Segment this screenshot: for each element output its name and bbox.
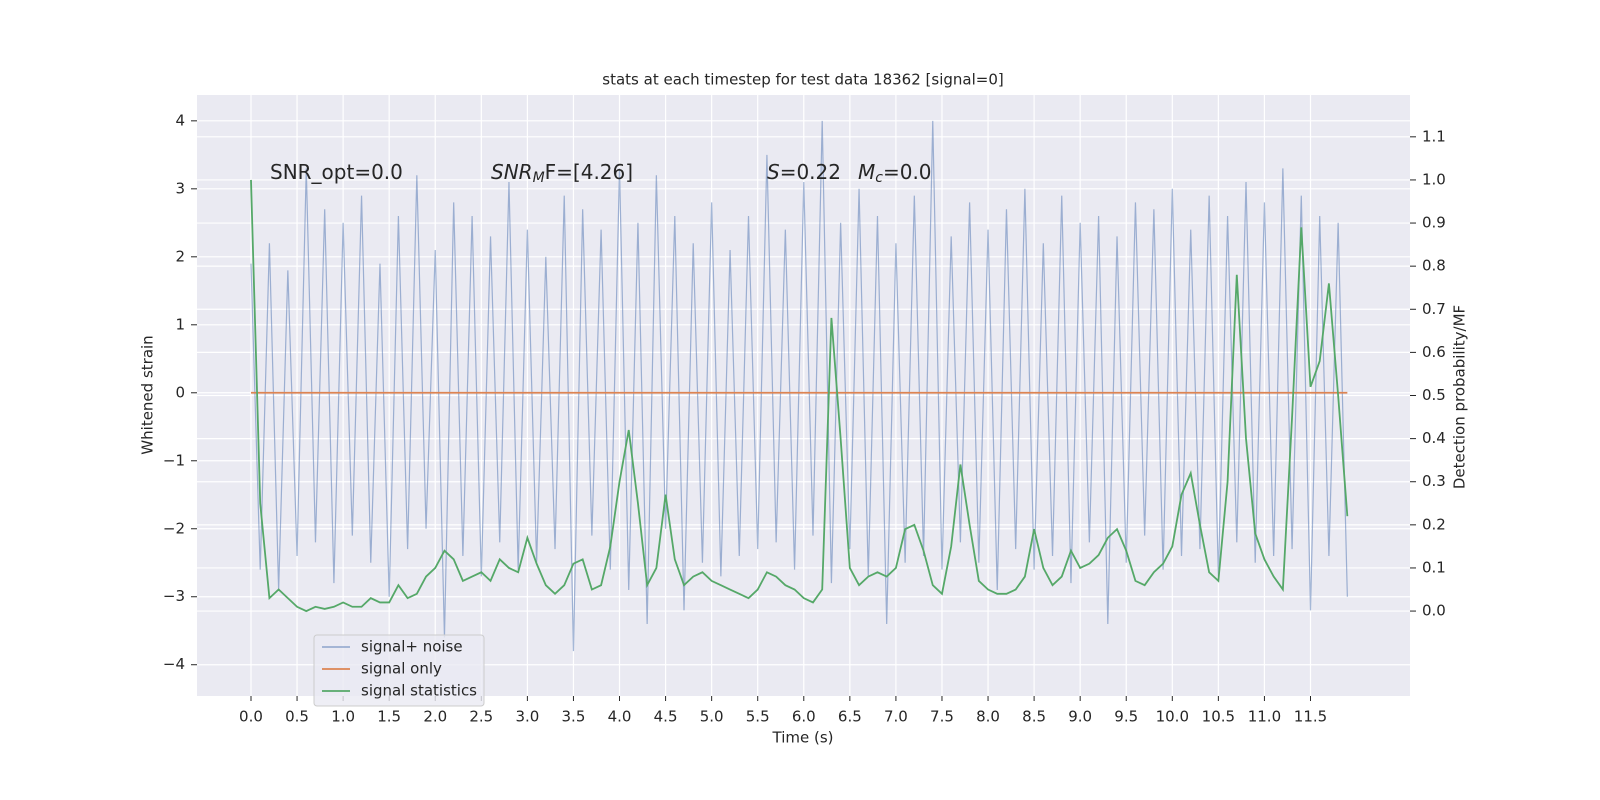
x-tick-label: 4.5 (654, 708, 678, 726)
x-tick-label: 5.0 (700, 708, 724, 726)
x-tick-label: 9.5 (1114, 708, 1138, 726)
y2-tick-label: 0.0 (1422, 602, 1446, 620)
legend-label: signal+ noise (361, 638, 463, 656)
annotation-part: =0.22 (780, 160, 841, 184)
annotation-part: M (533, 170, 545, 186)
annotation-part: F=[4.26] (545, 160, 633, 184)
x-tick-label: 8.5 (1022, 708, 1046, 726)
y-tick-label: 3 (175, 179, 185, 197)
y2-tick-label: 0.5 (1422, 386, 1446, 404)
x-tick-label: 0.0 (239, 708, 263, 726)
annotation: SNR_opt=0.0 (270, 160, 403, 184)
y-tick-label: 2 (175, 247, 185, 265)
y-tick-label: −2 (163, 519, 185, 537)
x-tick-label: 6.0 (792, 708, 816, 726)
chart-title: stats at each timestep for test data 183… (602, 71, 1003, 89)
x-tick-label: 2.0 (423, 708, 447, 726)
x-tick-label: 7.0 (884, 708, 908, 726)
y2-tick-label: 0.6 (1422, 343, 1446, 361)
x-tick-label: 1.0 (331, 708, 355, 726)
annotation-part: c (875, 170, 883, 186)
x-tick-label: 5.5 (746, 708, 770, 726)
y2-tick-label: 0.3 (1422, 472, 1446, 490)
annotation-part: M (858, 160, 875, 184)
x-axis-label: Time (s) (772, 729, 834, 747)
annotation: SNRMF=[4.26] (491, 160, 633, 187)
annotation-part: SNR (491, 160, 533, 184)
x-tick-label: 0.5 (285, 708, 309, 726)
x-tick-label: 2.5 (469, 708, 493, 726)
x-tick-label: 3.5 (562, 708, 586, 726)
y-tick-label: 1 (175, 315, 185, 333)
y-tick-label: −4 (163, 655, 185, 673)
annotation: S=0.22 (767, 160, 841, 184)
legend-box (313, 634, 485, 707)
annotation-part: S (767, 160, 780, 184)
series-line (250, 179, 1349, 613)
y2-tick-label: 0.9 (1422, 214, 1446, 232)
x-tick-label: 7.5 (930, 708, 954, 726)
y-tick-label: −3 (163, 587, 185, 605)
x-tick-label: 11.5 (1294, 708, 1327, 726)
y2-axis-label: Detection probability/MF (1451, 305, 1469, 489)
y-tick-label: 4 (175, 111, 185, 129)
x-tick-label: 10.5 (1202, 708, 1235, 726)
annotation: Mc=0.0 (858, 160, 932, 187)
legend-label: signal statistics (361, 682, 477, 700)
x-tick-label: 9.0 (1068, 708, 1092, 726)
x-tick-label: 1.5 (377, 708, 401, 726)
legend-label: signal only (361, 660, 442, 678)
y-tick-label: 0 (175, 383, 185, 401)
y2-tick-label: 1.0 (1422, 170, 1446, 188)
x-tick-label: 11.0 (1248, 708, 1281, 726)
annotation-part: SNR_opt=0.0 (270, 160, 403, 184)
x-tick-label: 10.0 (1156, 708, 1189, 726)
series-line (250, 120, 1348, 652)
y2-tick-label: 0.2 (1422, 515, 1446, 533)
x-tick-label: 4.0 (608, 708, 632, 726)
y2-tick-label: 1.1 (1422, 127, 1446, 145)
y2-tick-label: 0.8 (1422, 257, 1446, 275)
y-axis-label: Whitened strain (139, 335, 157, 454)
y2-tick-label: 0.1 (1422, 558, 1446, 576)
x-tick-label: 6.5 (838, 708, 862, 726)
x-tick-label: 8.0 (976, 708, 1000, 726)
annotation-part: =0.0 (883, 160, 932, 184)
y-tick-label: −1 (163, 451, 185, 469)
x-tick-label: 3.0 (515, 708, 539, 726)
y2-tick-label: 0.4 (1422, 429, 1446, 447)
marks (250, 120, 1349, 652)
y2-tick-label: 0.7 (1422, 300, 1446, 318)
